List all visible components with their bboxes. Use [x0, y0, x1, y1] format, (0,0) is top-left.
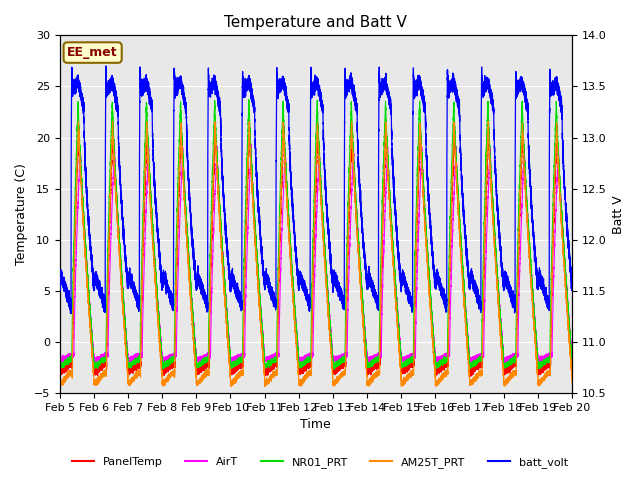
Legend: PanelTemp, AirT, NR01_PRT, AM25T_PRT, batt_volt: PanelTemp, AirT, NR01_PRT, AM25T_PRT, ba… — [68, 452, 572, 472]
Y-axis label: Batt V: Batt V — [612, 195, 625, 234]
Text: EE_met: EE_met — [67, 46, 118, 59]
Y-axis label: Temperature (C): Temperature (C) — [15, 163, 28, 265]
X-axis label: Time: Time — [300, 419, 331, 432]
Title: Temperature and Batt V: Temperature and Batt V — [225, 15, 407, 30]
